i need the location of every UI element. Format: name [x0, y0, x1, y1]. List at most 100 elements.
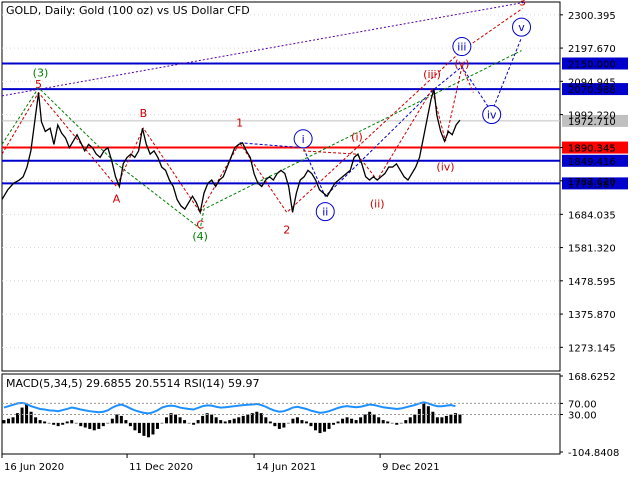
- macd-bar: [404, 420, 408, 424]
- macd-bar: [255, 411, 259, 424]
- macd-bar: [219, 420, 223, 424]
- macd-bar: [237, 417, 241, 424]
- macd-bar: [449, 414, 453, 424]
- macd-bar: [52, 422, 56, 425]
- macd-bar: [313, 422, 317, 431]
- macd-bar: [165, 417, 169, 424]
- level-tag-box: [562, 177, 628, 190]
- macd-bar: [241, 415, 245, 424]
- macd-bar: [282, 422, 286, 428]
- macd-bar: [214, 417, 218, 424]
- current-price-box: [562, 114, 628, 127]
- price-tick-label: 1478.595: [568, 277, 616, 288]
- macd-bar: [174, 414, 178, 424]
- macd-bar: [11, 417, 15, 424]
- indicator-tick-label: 168.6252: [568, 372, 616, 383]
- price-tick-label: 2300.395: [568, 11, 616, 22]
- wave-label: iv: [487, 109, 497, 122]
- macd-bar: [101, 422, 105, 427]
- macd-bar: [327, 422, 331, 429]
- macd-bar: [341, 418, 345, 424]
- macd-bar: [363, 414, 367, 424]
- wave-label-circle: [315, 202, 335, 222]
- macd-bar: [20, 407, 24, 424]
- macd-bar: [377, 417, 381, 424]
- price-tick-label: 2094.945: [568, 77, 616, 88]
- macd-bar: [47, 422, 51, 424]
- price-tick-label: 1890.345: [568, 144, 616, 155]
- level-tag-label: 1890.345: [568, 144, 616, 155]
- rsi-line: [3, 401, 456, 415]
- macd-bar: [291, 418, 295, 424]
- wave-path: [1, 50, 522, 230]
- macd-bar: [399, 422, 403, 424]
- macd-bar: [29, 411, 33, 424]
- macd-bar: [354, 420, 358, 424]
- macd-bar: [142, 422, 146, 436]
- level-tag-box: [562, 141, 628, 154]
- macd-bar: [56, 422, 60, 427]
- wave-label: 3: [519, 0, 526, 8]
- macd-bar: [300, 420, 304, 424]
- macd-bar: [223, 421, 227, 424]
- macd-bar: [246, 414, 250, 424]
- macd-bar: [74, 422, 78, 424]
- macd-bar: [386, 421, 390, 424]
- indicator-tick-label: 70.00: [568, 399, 597, 410]
- wave-label: B: [140, 107, 148, 120]
- wave-label-circle: [512, 17, 532, 37]
- macd-bar: [169, 413, 173, 424]
- macd-bar: [259, 413, 263, 424]
- date-tick-label: 16 Jun 2020: [4, 462, 64, 473]
- macd-bar: [381, 420, 385, 424]
- macd-bar: [25, 403, 29, 424]
- macd-bar: [350, 418, 354, 424]
- macd-bar: [295, 417, 299, 424]
- wave-label: (iv): [436, 160, 454, 173]
- indicator-plot-frame: [1, 373, 561, 455]
- level-tag-box: [562, 83, 628, 96]
- macd-bar: [83, 422, 87, 428]
- macd-bar: [368, 411, 372, 424]
- wave-label: A: [113, 193, 121, 206]
- macd-bar: [359, 417, 363, 424]
- level-tag-box: [562, 154, 628, 167]
- wave-label: (i): [351, 131, 363, 144]
- macd-bar: [408, 417, 412, 424]
- level-tag-label: 1779.587: [568, 179, 616, 190]
- macd-bar: [7, 418, 11, 424]
- wave-label: (v): [454, 57, 469, 70]
- macd-bar: [183, 420, 187, 424]
- wave-label: (3): [33, 66, 49, 79]
- macd-bar: [97, 422, 101, 429]
- macd-bar: [119, 415, 123, 424]
- macd-bar: [155, 422, 159, 429]
- macd-bar: [440, 417, 444, 424]
- wave-path: [303, 65, 474, 181]
- price-tick-label: 1581.320: [568, 244, 616, 255]
- wave-label: (4): [192, 230, 208, 243]
- macd-bar: [309, 422, 313, 427]
- macd-bar: [146, 422, 150, 438]
- macd-bar: [210, 414, 214, 424]
- macd-bar: [92, 422, 96, 431]
- macd-bar: [286, 422, 290, 424]
- wave-label: iii: [457, 41, 466, 54]
- level-tag-box: [562, 57, 628, 70]
- macd-bar: [187, 422, 191, 424]
- macd-bar: [426, 406, 430, 424]
- channel-line: [1, 1, 527, 97]
- macd-bar: [43, 421, 47, 424]
- level-tag-label: 1849.416: [568, 157, 616, 168]
- macd-bar: [192, 422, 196, 425]
- macd-bar: [444, 415, 448, 424]
- macd-bar: [151, 422, 155, 435]
- indicator-tick-label: 30.00: [568, 411, 597, 422]
- macd-bar: [110, 418, 114, 424]
- macd-bar: [137, 422, 141, 434]
- indicator-tick-label: -104.8408: [568, 448, 619, 459]
- price-tick-label: 1375.870: [568, 310, 616, 321]
- macd-bar: [205, 413, 209, 424]
- macd-bar: [128, 422, 132, 427]
- macd-bar: [318, 422, 322, 434]
